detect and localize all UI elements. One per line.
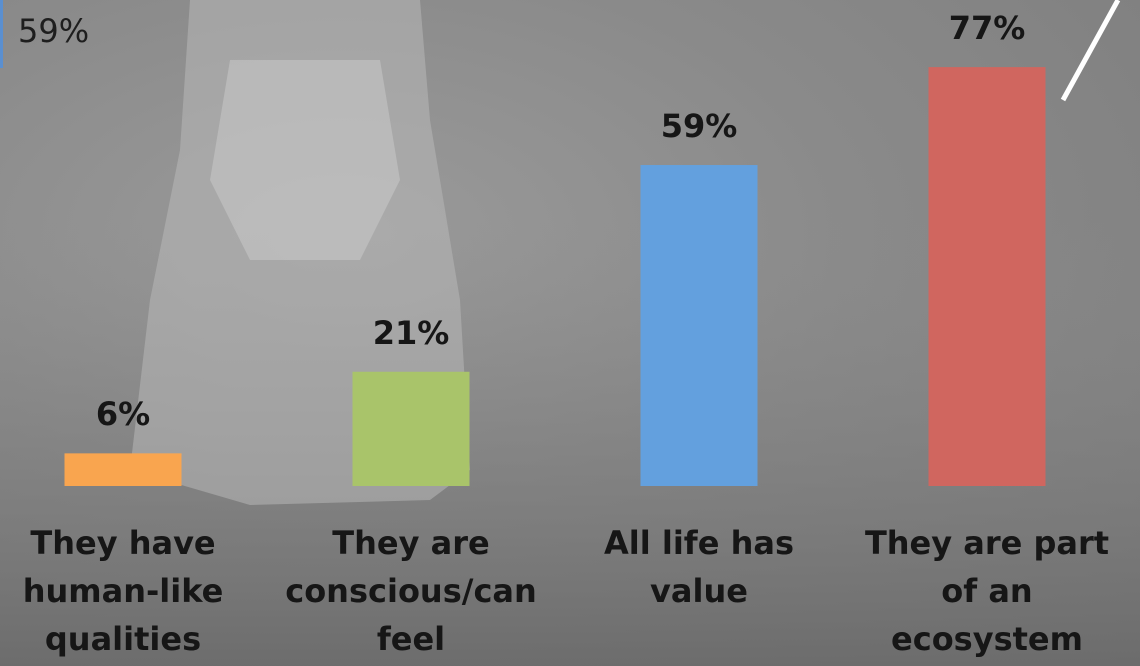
value-label: 6% bbox=[43, 395, 203, 433]
x-tick-label: They are conscious/can feel bbox=[271, 519, 551, 663]
bar bbox=[929, 67, 1046, 486]
value-label: 77% bbox=[907, 9, 1067, 47]
value-label: 59% bbox=[619, 107, 779, 145]
x-tick-label: They have human-like qualities bbox=[0, 519, 263, 663]
value-label: 21% bbox=[331, 314, 491, 352]
chart: 59% 6% They have human-like qualities 21% T… bbox=[0, 0, 1140, 666]
x-tick-label: They are part of an ecosystem bbox=[847, 519, 1127, 663]
x-tick-label: All life has value bbox=[559, 519, 839, 615]
bar bbox=[65, 453, 182, 486]
bar bbox=[353, 372, 470, 486]
annotation: 59% bbox=[18, 12, 89, 50]
bar bbox=[641, 165, 758, 486]
